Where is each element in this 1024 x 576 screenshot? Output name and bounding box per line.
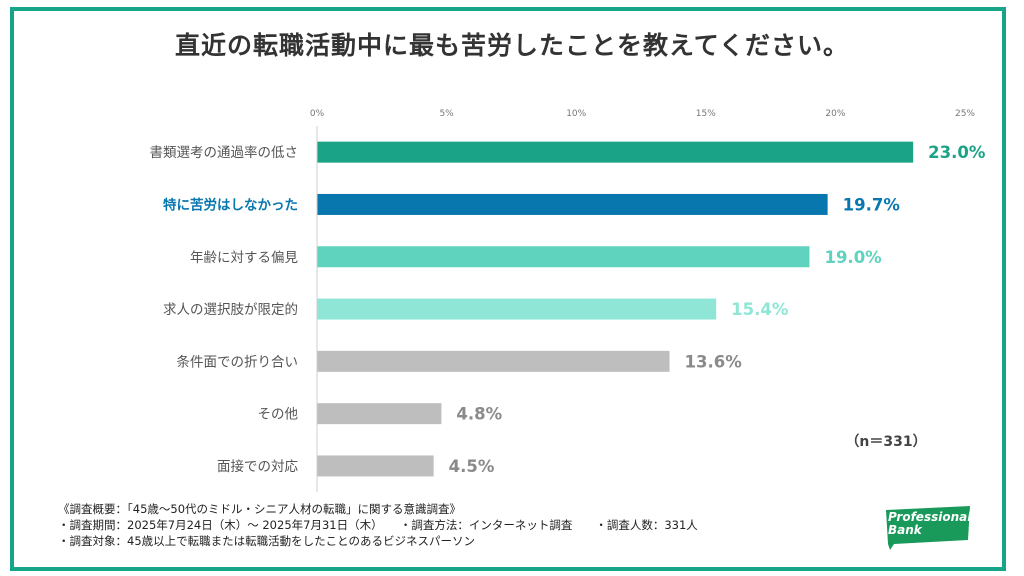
x-tick-label: 10% (566, 109, 586, 119)
bar (317, 298, 717, 320)
category-label: 年齢に対する偏見 (190, 250, 298, 266)
data-label: 4.8% (456, 405, 502, 424)
data-label: 23.0% (928, 143, 986, 162)
category-label: その他 (258, 407, 299, 423)
logo-text-line1: Professional (888, 510, 972, 524)
footer-survey-period: ・調査期間：2025年7月24日（木）～ 2025年7月31日（木） ・調査方法… (58, 518, 698, 532)
category-label: 面接での対応 (217, 458, 298, 475)
x-tick-label: 5% (439, 109, 454, 119)
card-frame (10, 7, 1006, 571)
bar (317, 246, 810, 268)
x-tick-label: 25% (955, 109, 975, 119)
bar (317, 193, 828, 215)
category-label: 求人の選択肢が限定的 (163, 302, 298, 318)
bar (317, 350, 670, 372)
data-label: 4.5% (449, 457, 495, 476)
bar (317, 403, 442, 425)
footer-survey-title: 《調査概要：「45歳～50代のミドル・シニア人材の転職」に関する意識調査》 (58, 502, 462, 516)
data-label: 15.4% (731, 300, 789, 319)
data-label: 19.0% (824, 248, 882, 267)
logo-text-line2: Bank (888, 523, 922, 537)
professional-bank-logo (886, 506, 970, 550)
category-label: 書類選考の通過率の低さ (150, 144, 299, 161)
page-title: 直近の転職活動中に最も苦労したことを教えてください。 (174, 31, 849, 60)
category-label: 特に苦労はしなかった (163, 196, 298, 213)
x-tick-label: 0% (310, 109, 325, 119)
footer-survey-target: ・調査対象：45歳以上で転職または転職活動をしたことのあるビジネスパーソン (58, 534, 476, 548)
bar (317, 141, 914, 163)
data-label: 19.7% (843, 195, 901, 214)
bar (317, 455, 434, 477)
data-label: 13.6% (685, 352, 743, 371)
category-label: 条件面での折り合い (177, 353, 299, 370)
sample-size-note: （n＝331） (845, 434, 926, 450)
x-tick-label: 15% (696, 109, 716, 119)
x-tick-label: 20% (825, 109, 845, 119)
